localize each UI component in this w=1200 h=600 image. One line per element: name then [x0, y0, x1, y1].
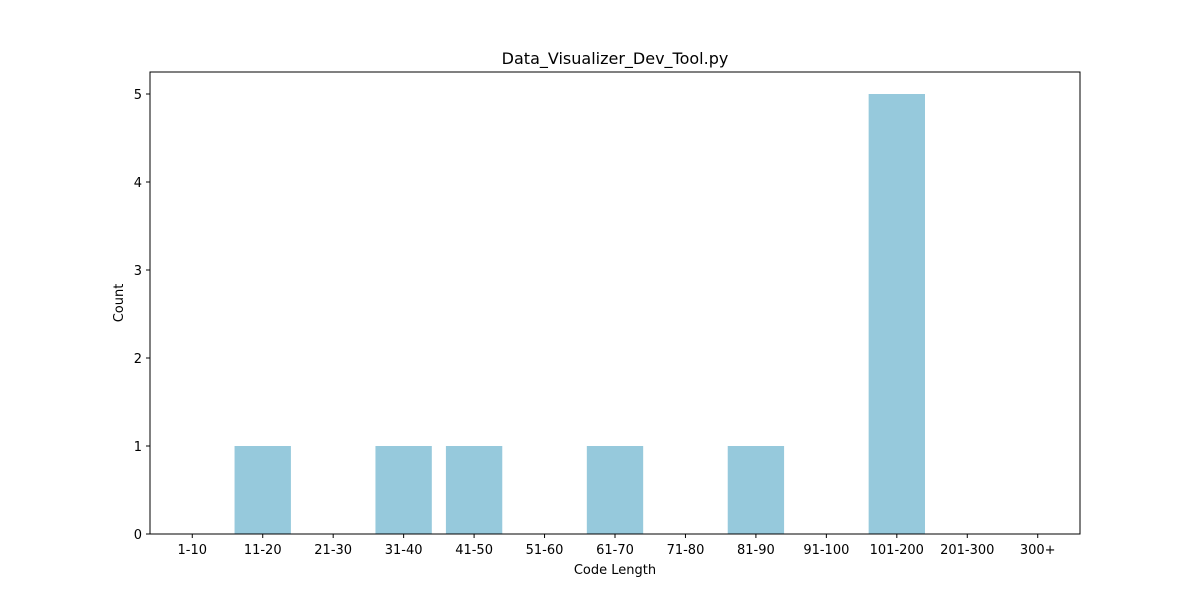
x-tick-label: 101-200 [870, 543, 924, 558]
bar-81-90 [727, 446, 785, 534]
bar-101-200 [868, 94, 925, 534]
x-tick-label: 61-70 [596, 543, 634, 558]
x-tick-label: 41-50 [455, 543, 493, 558]
y-tick-label: 4 [134, 176, 142, 191]
y-tick-label: 1 [134, 440, 142, 455]
x-tick-label: 31-40 [385, 543, 423, 558]
x-tick-label: 11-20 [244, 543, 282, 558]
bars-group [234, 94, 925, 534]
bar-11-20 [234, 446, 291, 534]
y-axis: 0 1 2 3 4 5 [134, 88, 150, 543]
bar-61-70 [586, 446, 644, 534]
y-tick-label: 3 [134, 264, 142, 279]
x-tick-label: 51-60 [526, 543, 564, 558]
x-axis-label: Code Length [574, 563, 656, 578]
chart-title: Data_Visualizer_Dev_Tool.py [502, 49, 729, 69]
x-tick-label: 91-100 [803, 543, 849, 558]
x-tick-label: 1-10 [178, 543, 208, 558]
x-tick-label: 21-30 [314, 543, 352, 558]
bar-31-40 [375, 446, 432, 534]
x-axis: 1-10 11-20 21-30 31-40 41-50 51-60 61-70 71-80 8… [178, 534, 1056, 558]
bar-41-50 [445, 446, 503, 534]
x-tick-label: 201-300 [940, 543, 994, 558]
y-tick-label: 5 [134, 88, 142, 103]
y-tick-label: 2 [134, 352, 142, 367]
y-tick-label: 0 [134, 528, 142, 543]
x-tick-label: 71-80 [667, 543, 705, 558]
x-tick-label: 81-90 [737, 543, 775, 558]
y-axis-label: Count [112, 284, 127, 323]
x-tick-label: 300+ [1020, 543, 1056, 558]
